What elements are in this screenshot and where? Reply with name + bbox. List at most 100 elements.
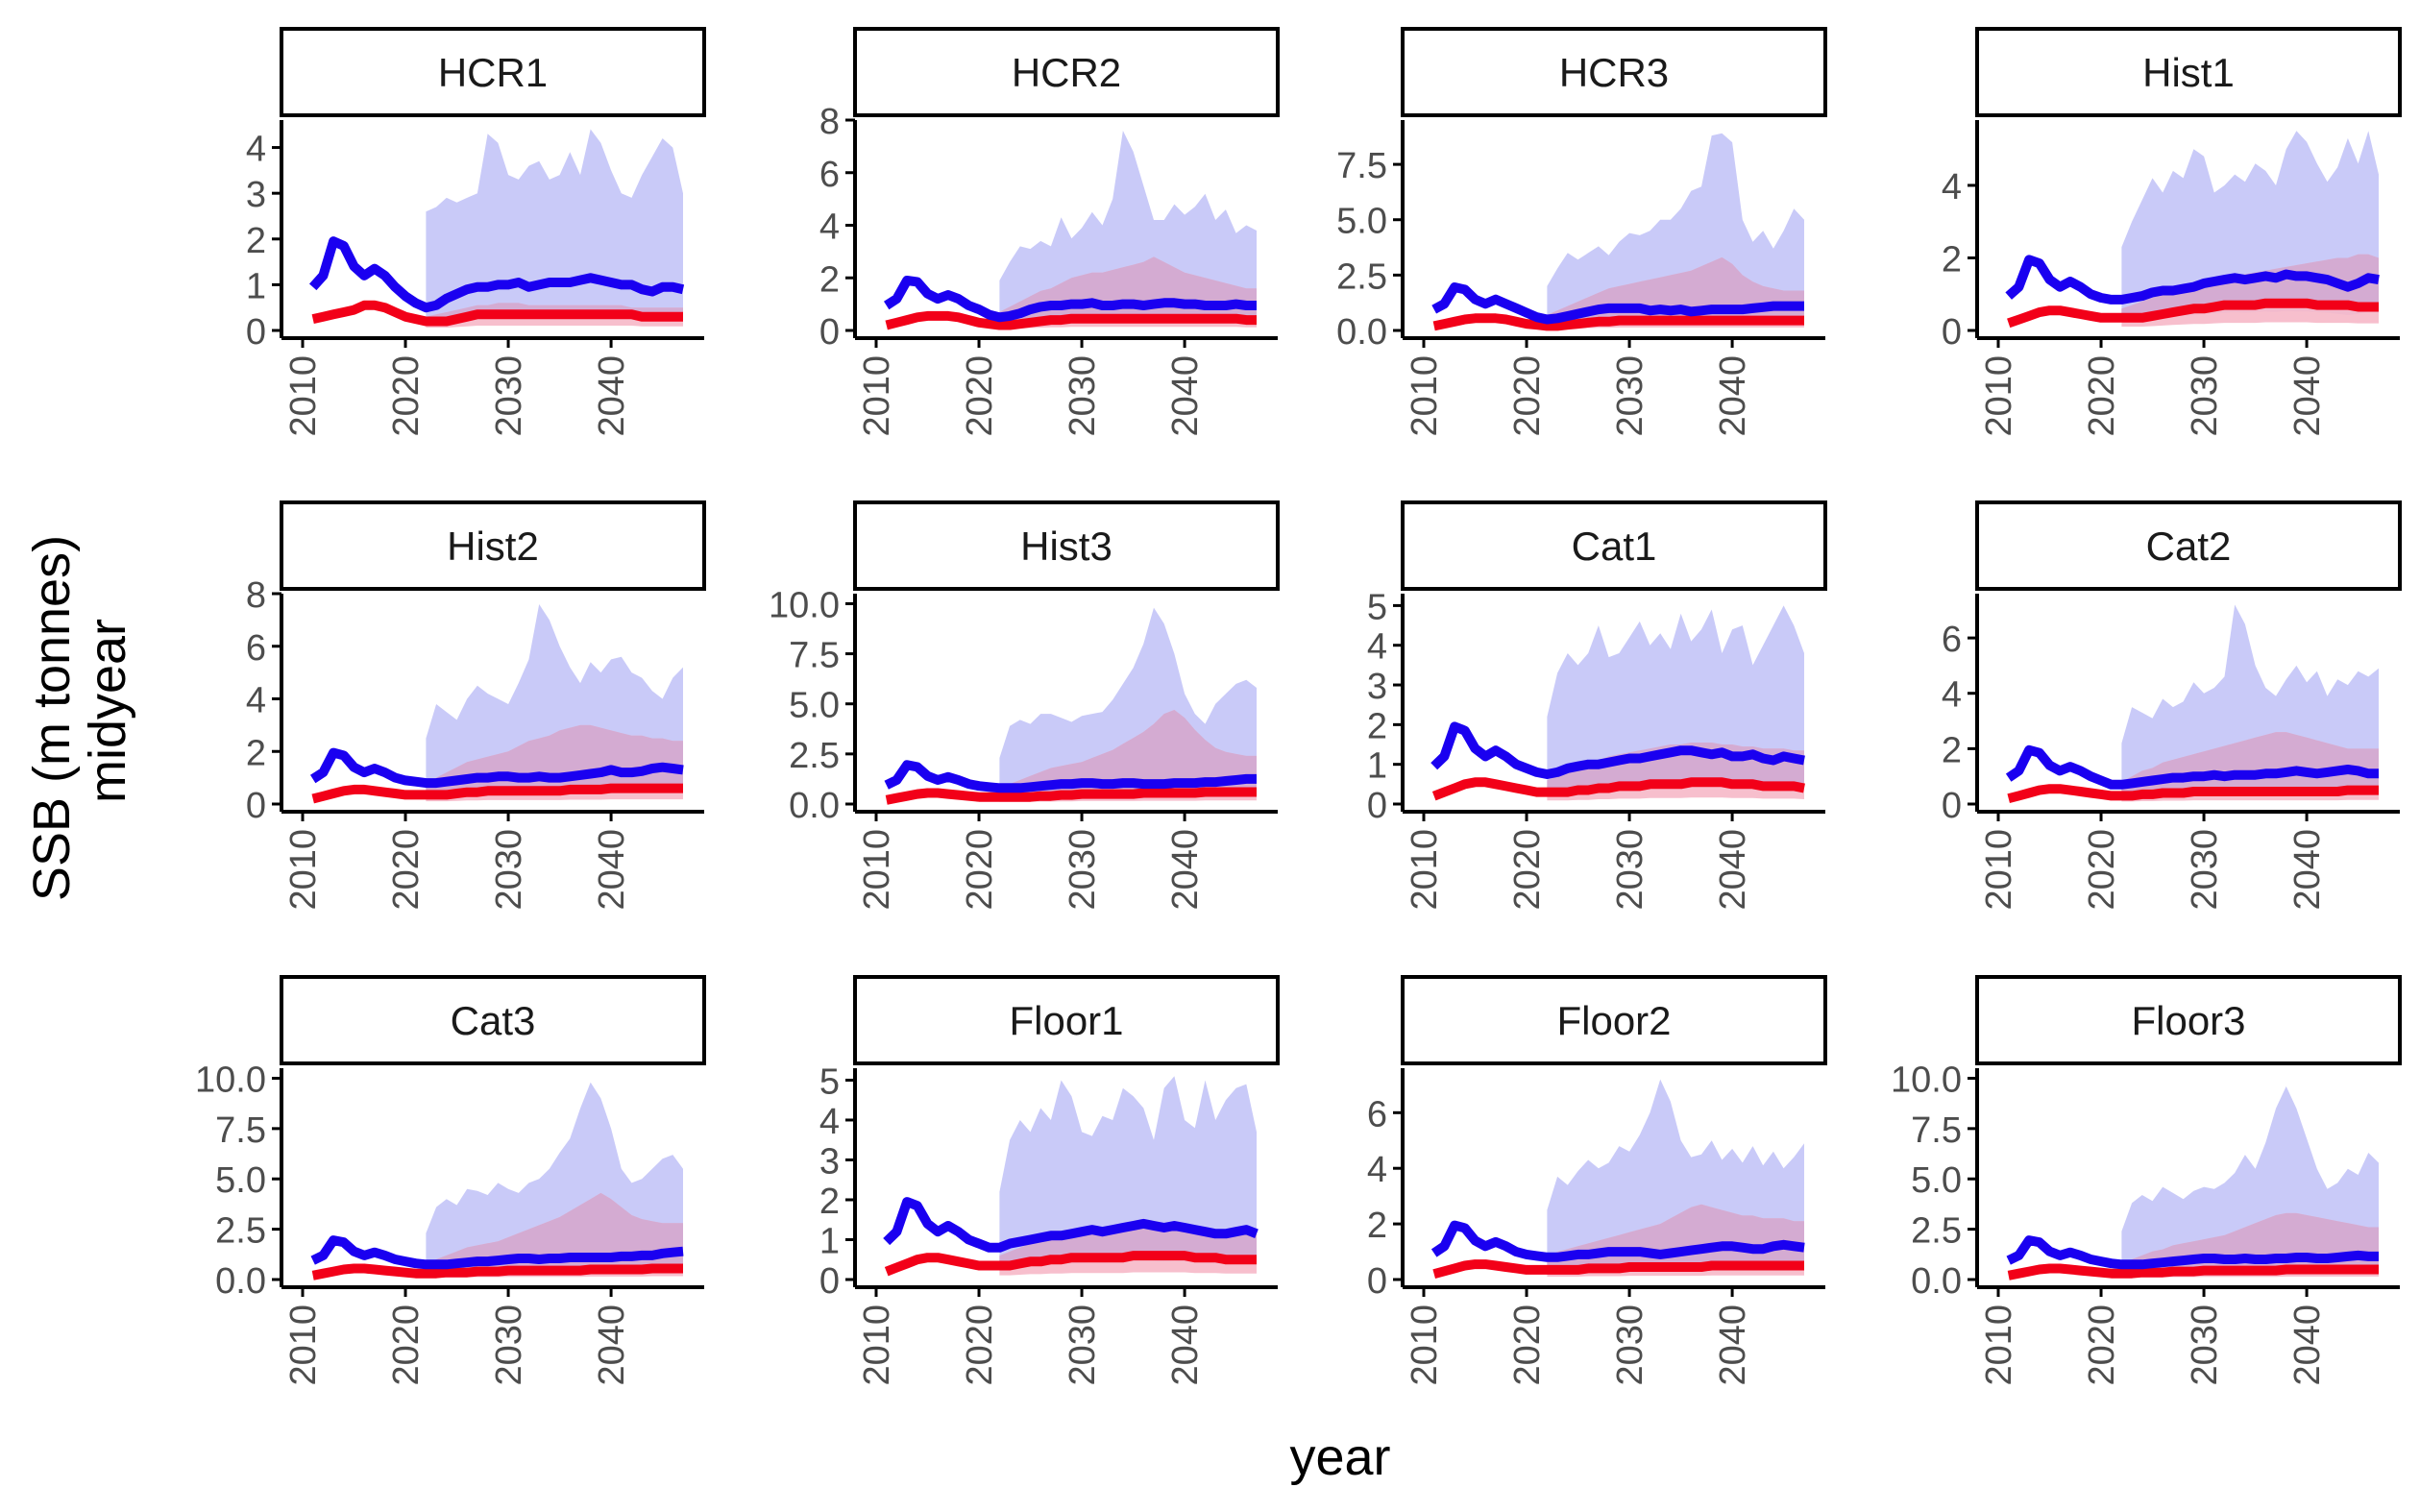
y-tick-label: 2	[1942, 239, 1962, 280]
y-tick-label: 8	[819, 102, 840, 142]
x-tick-label: 2020	[1507, 829, 1548, 911]
y-tick-label: 0.0	[789, 786, 840, 826]
y-tick-label: 0.0	[1911, 1261, 1962, 1302]
y-tick-label: 4	[819, 207, 840, 248]
facet-strip-label: HCR2	[1012, 50, 1121, 95]
y-tick-label: 6	[246, 628, 266, 669]
facet-strip	[1401, 500, 1827, 591]
x-tick-label: 2010	[1979, 829, 2019, 911]
y-tick-label: 4	[1367, 1150, 1387, 1190]
y-tick-label: 4	[1942, 675, 1962, 716]
x-tick-label: 2030	[1610, 355, 1650, 437]
y-tick-label: 2	[246, 221, 266, 261]
y-tick-label: 3	[1367, 667, 1387, 707]
x-tick-label: 2040	[1165, 829, 1206, 911]
y-tick-label: 0.0	[215, 1261, 266, 1302]
y-tick-label: 4	[246, 130, 266, 170]
x-tick-label: 2020	[960, 1305, 1000, 1386]
y-tick-label: 5.0	[1336, 202, 1387, 242]
blue-uncertainty-band	[999, 1076, 1257, 1269]
blue-median-line	[1430, 1220, 1805, 1262]
x-tick-label: 2040	[2287, 355, 2328, 437]
y-tick-label: 2	[1942, 730, 1962, 770]
facet-strip	[853, 975, 1280, 1065]
x-tick-label: 2030	[2185, 355, 2225, 437]
facet-strip-label: HCR3	[1559, 50, 1669, 95]
facet-panel-floor2: Floor2 0 2 4 6 2010 2020 2030 2040	[1367, 975, 1827, 1386]
y-tick-label: 4	[819, 1102, 840, 1142]
y-tick-label: 2.5	[1911, 1211, 1962, 1252]
y-tick-label: 0	[1367, 786, 1387, 826]
facet-panel-floor3: Floor3 0.0 2.5 5.0 7.5 10.0 2010 2020 2030 2040	[1891, 975, 2402, 1386]
x-tick-label: 2040	[2287, 829, 2328, 911]
red-median-line	[311, 300, 683, 327]
blue-median-line	[309, 747, 684, 789]
red-median-line	[2007, 1263, 2379, 1280]
y-tick-label: 2	[1367, 1206, 1387, 1246]
y-tick-label: 6	[1942, 620, 1962, 660]
x-tick-label: 2010	[283, 829, 324, 911]
facet-strip-label: Cat1	[1572, 524, 1657, 569]
facet-strip-label: Hist3	[1020, 524, 1112, 569]
blue-median-line	[2005, 744, 2379, 790]
y-tick-label: 0	[1367, 1261, 1387, 1302]
x-tick-label: 2040	[592, 1305, 632, 1386]
red-median-line	[2007, 298, 2379, 329]
blue-median-line	[883, 276, 1257, 323]
x-tick-label: 2010	[283, 1305, 324, 1386]
x-tick-label: 2020	[2082, 829, 2122, 911]
facet-strip	[1975, 27, 2402, 117]
facet-panel-hist3: Hist3 0.0 2.5 5.0 7.5 10.0 2010 2020 2030 2040	[769, 500, 1280, 911]
x-tick-label: 2010	[1979, 1305, 2019, 1386]
x-axis-title: year	[1289, 1428, 1390, 1486]
x-tick-label: 2010	[857, 829, 897, 911]
y-tick-label: 5.0	[215, 1160, 266, 1201]
red-median-line	[885, 787, 1257, 805]
y-tick-label: 7.5	[1911, 1110, 1962, 1151]
facet-panel-cat3: Cat3 0.0 2.5 5.0 7.5 10.0 2010 2020 2030 2040	[195, 975, 706, 1386]
facet-strip-label: Cat2	[2146, 524, 2232, 569]
y-tick-label: 5	[1367, 587, 1387, 627]
y-tick-label: 3	[819, 1141, 840, 1182]
facet-strip	[1401, 27, 1827, 117]
y-tick-label: 4	[1367, 627, 1387, 668]
x-tick-label: 2010	[857, 1305, 897, 1386]
x-tick-label: 2040	[592, 829, 632, 911]
y-tick-label: 1	[246, 266, 266, 306]
y-tick-label: 1	[1367, 746, 1387, 787]
y-tick-label: 7.5	[1336, 146, 1387, 186]
y-tick-label: 0	[1942, 786, 1962, 826]
y-tick-label: 7.5	[215, 1110, 266, 1151]
x-tick-label: 2010	[1979, 355, 2019, 437]
x-tick-label: 2030	[489, 829, 529, 911]
y-tick-label: 0.0	[1336, 312, 1387, 353]
y-tick-label: 1	[819, 1221, 840, 1261]
facet-strip-label: Floor1	[1009, 998, 1123, 1043]
y-tick-label: 5.0	[789, 686, 840, 726]
facet-panel-cat2: Cat2 0 2 4 6 2010 2020 2030 2040	[1942, 500, 2402, 911]
facet-panel-hcr3: HCR3 0.0 2.5 5.0 7.5 2010 2020 2030 2040	[1336, 27, 1827, 437]
facet-strip-label: Hist2	[447, 524, 539, 569]
y-tick-label: 0	[819, 1261, 840, 1302]
y-tick-label: 3	[246, 175, 266, 215]
y-tick-label: 2	[246, 733, 266, 773]
facet-strip	[1975, 975, 2402, 1065]
y-tick-label: 2	[819, 259, 840, 300]
x-tick-label: 2040	[592, 355, 632, 437]
red-median-line	[311, 1263, 683, 1280]
y-tick-label: 10.0	[769, 585, 840, 625]
facet-strip	[853, 27, 1280, 117]
y-tick-label: 0	[1942, 312, 1962, 353]
x-tick-label: 2030	[2185, 1305, 2225, 1386]
blue-median-line	[310, 1235, 684, 1270]
y-tick-label: 0	[246, 312, 266, 353]
x-tick-label: 2040	[1713, 829, 1753, 911]
facet-strip	[280, 500, 706, 591]
x-tick-label: 2030	[1063, 355, 1103, 437]
blue-median-line	[1430, 721, 1805, 779]
x-tick-label: 2020	[960, 829, 1000, 911]
y-axis-title: SSB (m tonnes) midyear	[23, 521, 136, 901]
x-tick-label: 2010	[1405, 1305, 1445, 1386]
x-tick-label: 2020	[2082, 1305, 2122, 1386]
